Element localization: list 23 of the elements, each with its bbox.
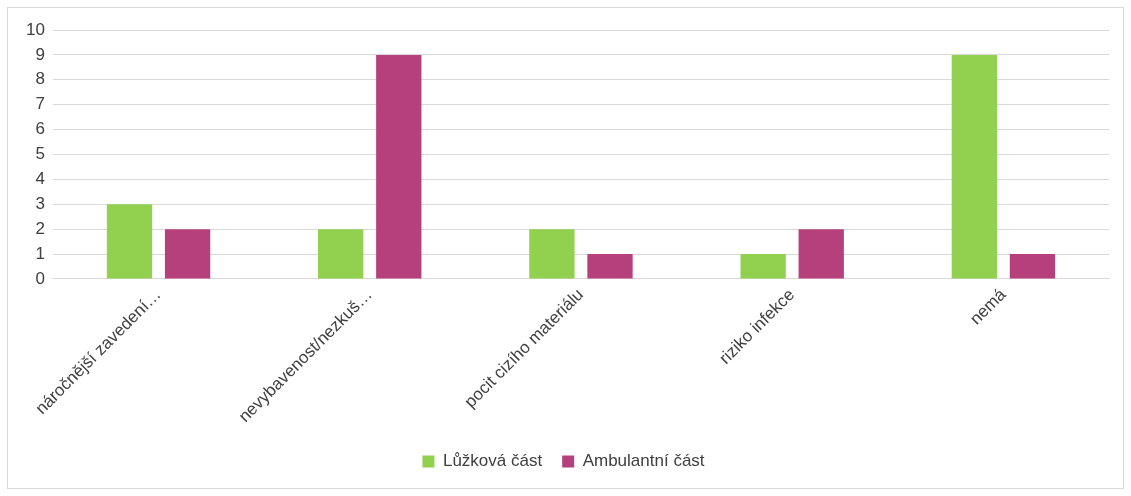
bar	[529, 229, 575, 279]
y-tick-label: 8	[35, 69, 45, 89]
bar	[740, 254, 786, 279]
bar	[164, 229, 211, 279]
legend-label: Lůžková část	[442, 451, 543, 471]
y-tick-label: 10	[25, 19, 45, 39]
legend-label: Ambulantní část	[582, 451, 705, 471]
y-tick-label: 4	[35, 169, 45, 189]
bar	[376, 54, 422, 279]
y-tick-label: 9	[35, 44, 45, 64]
bar	[951, 54, 997, 279]
bar	[587, 254, 633, 279]
bar	[106, 204, 153, 279]
bar	[1009, 254, 1056, 279]
y-tick-label: 5	[35, 144, 45, 164]
y-tick-label: 2	[35, 218, 45, 238]
bar	[798, 229, 844, 279]
bar	[318, 229, 364, 279]
y-tick-label: 6	[35, 119, 45, 139]
y-tick-label: 3	[35, 193, 45, 213]
y-tick-label: 7	[35, 94, 45, 114]
y-tick-label: 1	[35, 243, 45, 263]
y-tick-label: 0	[35, 268, 45, 288]
